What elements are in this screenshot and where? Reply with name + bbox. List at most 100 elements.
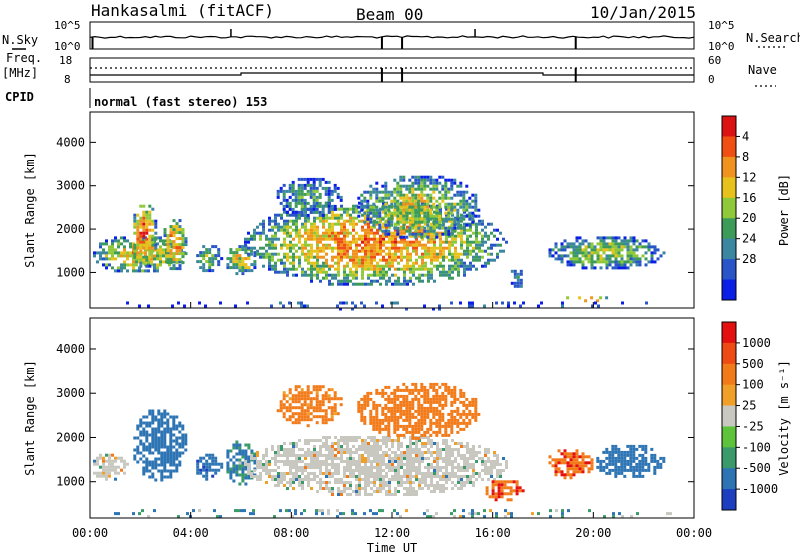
echo-cell xyxy=(202,269,206,273)
echo-cell xyxy=(396,190,400,194)
echo-cell xyxy=(169,234,173,238)
echo-cell xyxy=(309,406,313,410)
echo-cell xyxy=(157,463,161,467)
echo-cell xyxy=(292,213,295,217)
echo-cell xyxy=(375,301,378,305)
echo-cell xyxy=(297,418,301,422)
echo-cell xyxy=(602,245,606,249)
echo-cell xyxy=(420,199,424,203)
echo-cell xyxy=(468,421,472,425)
echo-cell xyxy=(394,439,397,442)
echo-cell xyxy=(424,457,427,460)
echo-cell xyxy=(133,436,137,440)
echo-cell xyxy=(409,276,412,280)
echo-cell xyxy=(402,196,406,200)
echo-cell xyxy=(445,234,448,238)
echo-cell xyxy=(447,226,451,230)
echo-cell xyxy=(358,201,361,205)
echo-cell xyxy=(343,436,346,439)
echo-cell xyxy=(114,269,117,273)
echo-cell xyxy=(382,475,385,478)
echo-cell xyxy=(438,418,442,422)
echo-cell xyxy=(328,481,331,484)
echo-cell xyxy=(453,193,457,197)
echo-cell xyxy=(387,409,391,413)
echo-cell xyxy=(457,255,460,259)
echo-cell xyxy=(457,252,460,256)
echo-cell xyxy=(370,273,373,277)
echo-cell xyxy=(247,476,251,480)
echo-cell xyxy=(252,512,255,516)
echo-cell xyxy=(310,267,313,271)
echo-cell xyxy=(424,234,427,238)
echo-cell xyxy=(144,269,147,273)
echo-cell xyxy=(367,240,370,244)
echo-cell xyxy=(638,257,642,261)
echo-cell xyxy=(274,252,277,256)
echo-cell xyxy=(298,231,301,235)
echo-cell xyxy=(373,255,376,259)
echo-cell xyxy=(126,301,129,305)
echo-cell xyxy=(277,445,280,448)
echo-cell xyxy=(229,458,233,462)
echo-cell xyxy=(253,231,256,235)
echo-cell xyxy=(235,452,239,456)
echo-cell xyxy=(346,439,349,442)
echo-cell xyxy=(340,282,343,286)
echo-cell xyxy=(379,481,382,484)
echo-cell xyxy=(569,467,573,471)
echo-cell xyxy=(309,186,313,190)
echo-cell xyxy=(632,450,636,454)
echo-cell xyxy=(376,445,379,448)
echo-cell xyxy=(304,463,307,466)
echo-cell xyxy=(496,255,499,259)
echo-cell xyxy=(312,207,316,211)
echo-cell xyxy=(388,490,391,493)
echo-cell xyxy=(163,228,167,232)
echo-cell xyxy=(578,455,582,459)
echo-cell xyxy=(414,397,418,401)
echo-cell xyxy=(379,439,382,442)
echo-cell xyxy=(343,207,346,211)
echo-cell xyxy=(163,412,167,416)
echo-cell xyxy=(402,214,406,218)
echo-cell xyxy=(363,199,367,203)
echo-cell xyxy=(283,222,286,226)
echo-cell xyxy=(292,252,295,256)
echo-cell xyxy=(384,187,388,191)
echo-cell xyxy=(424,243,427,247)
echo-cell xyxy=(181,436,185,440)
echo-cell xyxy=(429,409,433,413)
echo-cell xyxy=(590,260,594,264)
echo-cell xyxy=(150,254,153,258)
echo-cell xyxy=(497,480,501,484)
echo-cell xyxy=(163,231,167,235)
echo-cell xyxy=(393,424,397,428)
echo-cell xyxy=(415,261,418,265)
echo-cell xyxy=(358,237,361,241)
echo-cell xyxy=(450,181,454,185)
echo-cell xyxy=(614,462,618,466)
echo-cell xyxy=(400,451,403,454)
echo-cell xyxy=(459,205,463,209)
echo-cell xyxy=(367,460,370,463)
echo-cell xyxy=(605,236,609,240)
echo-cell xyxy=(360,301,363,305)
echo-cell xyxy=(355,451,358,454)
echo-cell xyxy=(420,211,424,215)
echo-cell xyxy=(481,234,484,238)
echo-cell xyxy=(172,415,176,419)
echo-cell xyxy=(447,211,451,215)
echo-cell xyxy=(424,255,427,259)
echo-cell xyxy=(214,462,218,466)
echo-cell xyxy=(298,264,301,268)
echo-cell xyxy=(265,243,268,247)
echo-cell xyxy=(324,201,328,205)
echo-cell xyxy=(566,254,570,258)
echo-cell xyxy=(450,418,454,422)
echo-cell xyxy=(297,183,301,187)
echo-cell xyxy=(114,236,117,240)
echo-cell xyxy=(373,475,376,478)
echo-cell xyxy=(375,391,379,395)
echo-cell xyxy=(142,430,146,434)
